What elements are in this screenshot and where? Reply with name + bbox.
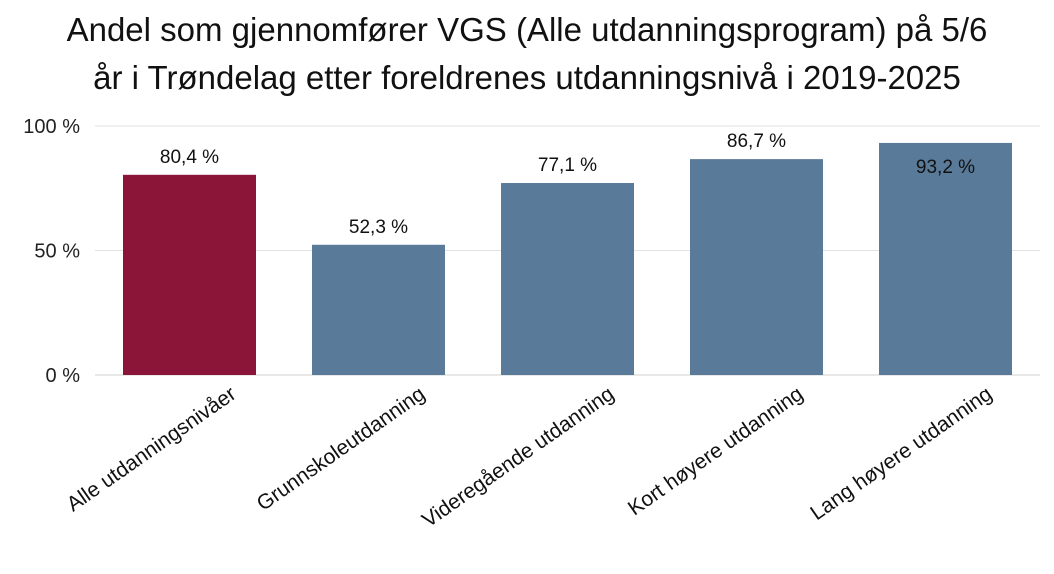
- y-tick-label: 0 %: [46, 365, 81, 387]
- x-tick-label: Videregående utdanning: [418, 382, 618, 532]
- x-tick-label: Kort høyere utdanning: [624, 382, 807, 520]
- y-tick-label: 50 %: [34, 241, 80, 263]
- x-tick-label: Grunnskoleutdanning: [253, 382, 430, 515]
- bar: [879, 142, 1012, 375]
- y-tick-label: 100 %: [23, 116, 80, 138]
- data-label: 86,7 %: [727, 131, 786, 152]
- data-label: 52,3 %: [349, 217, 408, 238]
- data-label: 93,2 %: [916, 157, 975, 178]
- x-tick-label: Alle utdanningsnivåer: [63, 382, 241, 516]
- data-label: 77,1 %: [538, 155, 597, 176]
- bar: [690, 159, 823, 375]
- chart-title-line-2: år i Trøndelag etter foreldrenes utdanni…: [93, 59, 961, 96]
- chart-title-line-1: Andel som gjennomfører VGS (Alle utdanni…: [66, 11, 988, 48]
- chart-title: Andel som gjennomfører VGS (Alle utdanni…: [0, 6, 1054, 102]
- bar: [312, 244, 445, 375]
- data-label: 80,4 %: [160, 147, 219, 168]
- bar: [501, 183, 634, 375]
- bar: [123, 174, 256, 375]
- x-tick-label: Lang høyere utdanning: [806, 382, 996, 525]
